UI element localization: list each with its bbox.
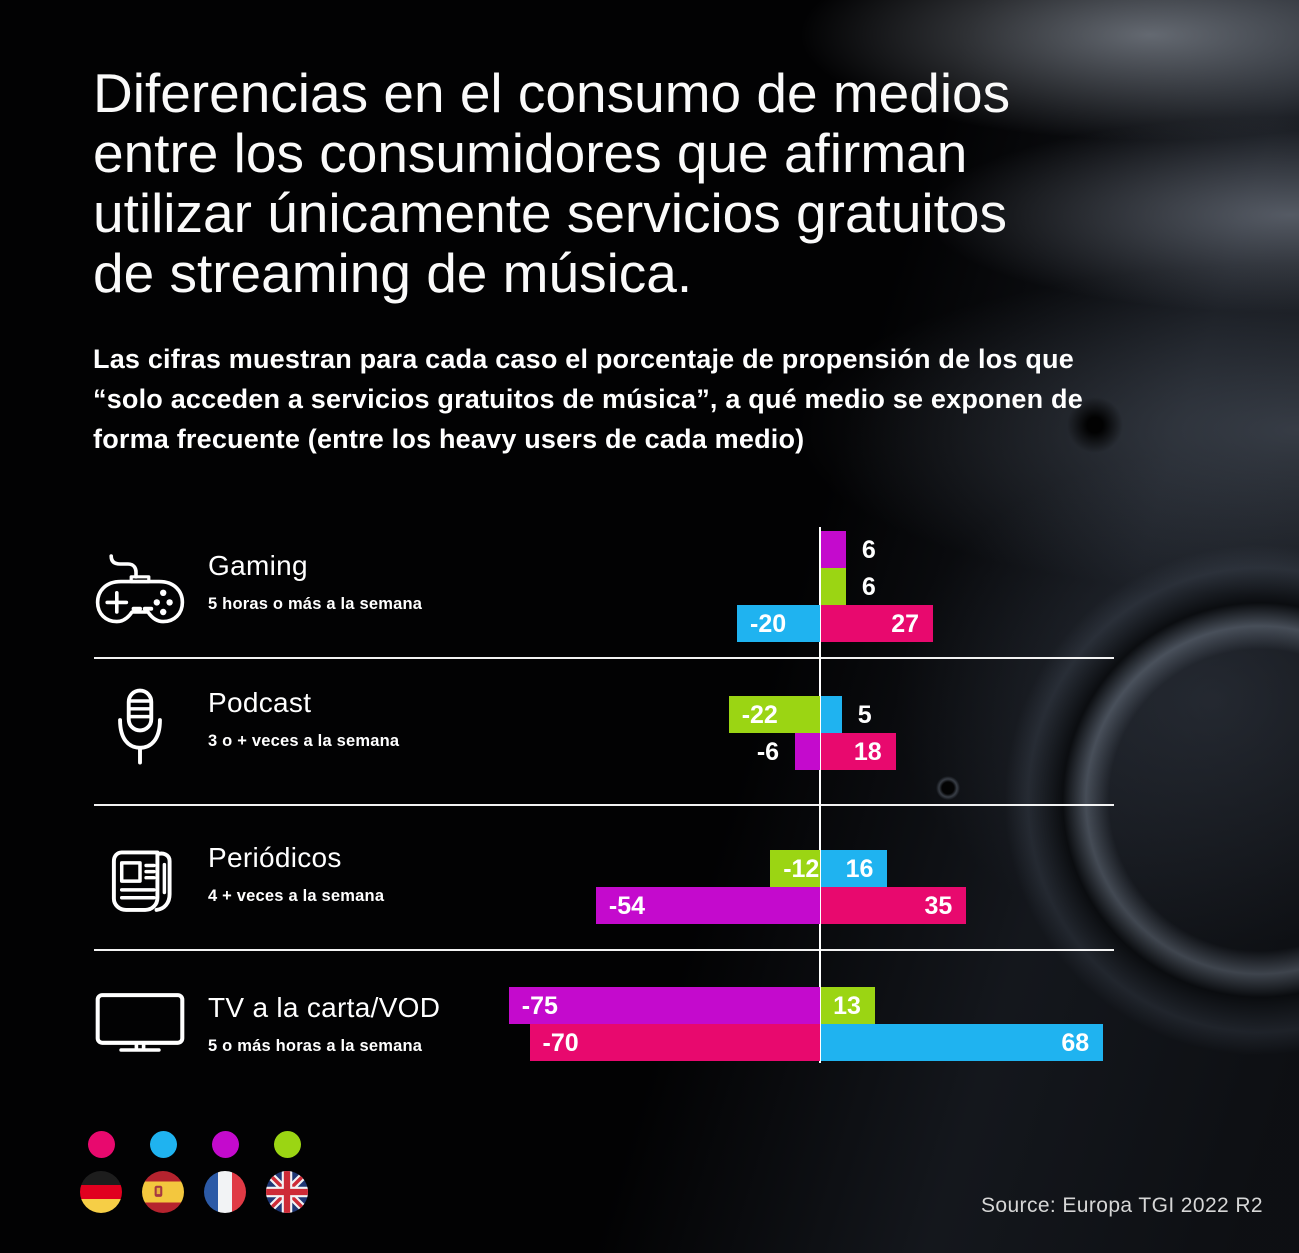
bar-value-label: -75 xyxy=(521,992,558,1020)
group-label: Gaming xyxy=(208,550,308,581)
group-newspapers: Periódicos 4 + veces a la semana xyxy=(88,842,384,916)
group-gaming: Gaming 5 horas o más a la semana xyxy=(88,550,422,626)
bar-germany xyxy=(821,887,967,924)
uk-flag-icon xyxy=(266,1171,308,1213)
bar-value-label: 6 xyxy=(861,573,876,601)
spain-flag-icon xyxy=(142,1171,184,1213)
section-divider xyxy=(94,804,1114,806)
legend-dot-germany xyxy=(88,1131,115,1158)
group-sublabel: 5 horas o más a la semana xyxy=(208,595,423,613)
bar-value-label: 27 xyxy=(891,610,920,638)
bar-france xyxy=(821,531,846,568)
subtitle-line: Las cifras muestran para cada caso el po… xyxy=(93,344,1074,374)
bar-germany xyxy=(529,1024,820,1061)
bar-value-label: 5 xyxy=(857,701,872,729)
source-credit: Source: Europa TGI 2022 R2 xyxy=(980,1194,1263,1217)
bar-value-label: -6 xyxy=(756,738,780,766)
axis-zero-line xyxy=(819,527,821,1063)
germany-flag-icon xyxy=(80,1171,122,1213)
bar-value-label: 16 xyxy=(845,855,874,883)
france-flag-icon xyxy=(204,1171,246,1213)
bar-france xyxy=(508,987,820,1024)
bar-spain xyxy=(821,850,888,887)
bar-value-label: -12 xyxy=(783,855,820,883)
bar-value-label: -70 xyxy=(542,1029,579,1057)
legend-dot-uk xyxy=(274,1131,301,1158)
subtitle-line: “solo acceden a servicios gratuitos de m… xyxy=(93,384,1083,414)
tv-icon xyxy=(88,992,192,1054)
bar-uk xyxy=(728,696,820,733)
newspaper-icon xyxy=(88,842,192,916)
bar-value-label: -20 xyxy=(750,610,787,638)
page-title: Diferencias en el consumo de medios entr… xyxy=(93,63,1010,303)
bar-uk xyxy=(821,987,875,1024)
group-sublabel: 3 o + veces a la semana xyxy=(208,732,400,750)
bar-france xyxy=(595,887,820,924)
bar-france xyxy=(795,733,820,770)
bar-germany xyxy=(821,733,896,770)
bar-value-label: -22 xyxy=(741,701,778,729)
title-line: entre los consumidores que afirman xyxy=(93,122,968,184)
title-line: de streaming de música. xyxy=(93,242,693,304)
bar-spain xyxy=(737,605,820,642)
bar-value-label: 35 xyxy=(924,892,953,920)
gamepad-icon xyxy=(88,550,192,626)
subtitle-line: forma frecuente (entre los heavy users d… xyxy=(93,424,805,454)
bar-value-label: 13 xyxy=(833,992,861,1020)
group-tv-vod: TV a la carta/VOD 5 o más horas a la sem… xyxy=(88,992,440,1056)
page-subtitle: Las cifras muestran para cada caso el po… xyxy=(93,339,1083,459)
bar-uk xyxy=(770,850,820,887)
bar-value-label: 68 xyxy=(1061,1029,1090,1057)
microphone-icon xyxy=(88,687,192,767)
group-label: Periódicos xyxy=(208,842,342,873)
section-divider xyxy=(94,949,1114,951)
group-sublabel: 4 + veces a la semana xyxy=(208,887,385,905)
section-divider xyxy=(94,657,1114,659)
group-label: Podcast xyxy=(208,687,312,718)
bar-value-label: 18 xyxy=(853,738,882,766)
bar-value-label: -54 xyxy=(608,892,646,920)
legend-dot-spain xyxy=(150,1131,177,1158)
bar-spain xyxy=(821,696,842,733)
bar-uk xyxy=(821,568,846,605)
group-podcast: Podcast 3 o + veces a la semana xyxy=(88,687,399,767)
bar-germany xyxy=(821,605,934,642)
bar-value-label: 6 xyxy=(861,536,876,564)
legend-dot-france xyxy=(212,1131,239,1158)
bar-spain xyxy=(821,1024,1104,1061)
title-line: utilizar únicamente servicios gratuitos xyxy=(93,182,1007,244)
title-line: Diferencias en el consumo de medios xyxy=(93,62,1011,124)
group-sublabel: 5 o más horas a la semana xyxy=(208,1037,423,1055)
group-label: TV a la carta/VOD xyxy=(208,992,441,1023)
